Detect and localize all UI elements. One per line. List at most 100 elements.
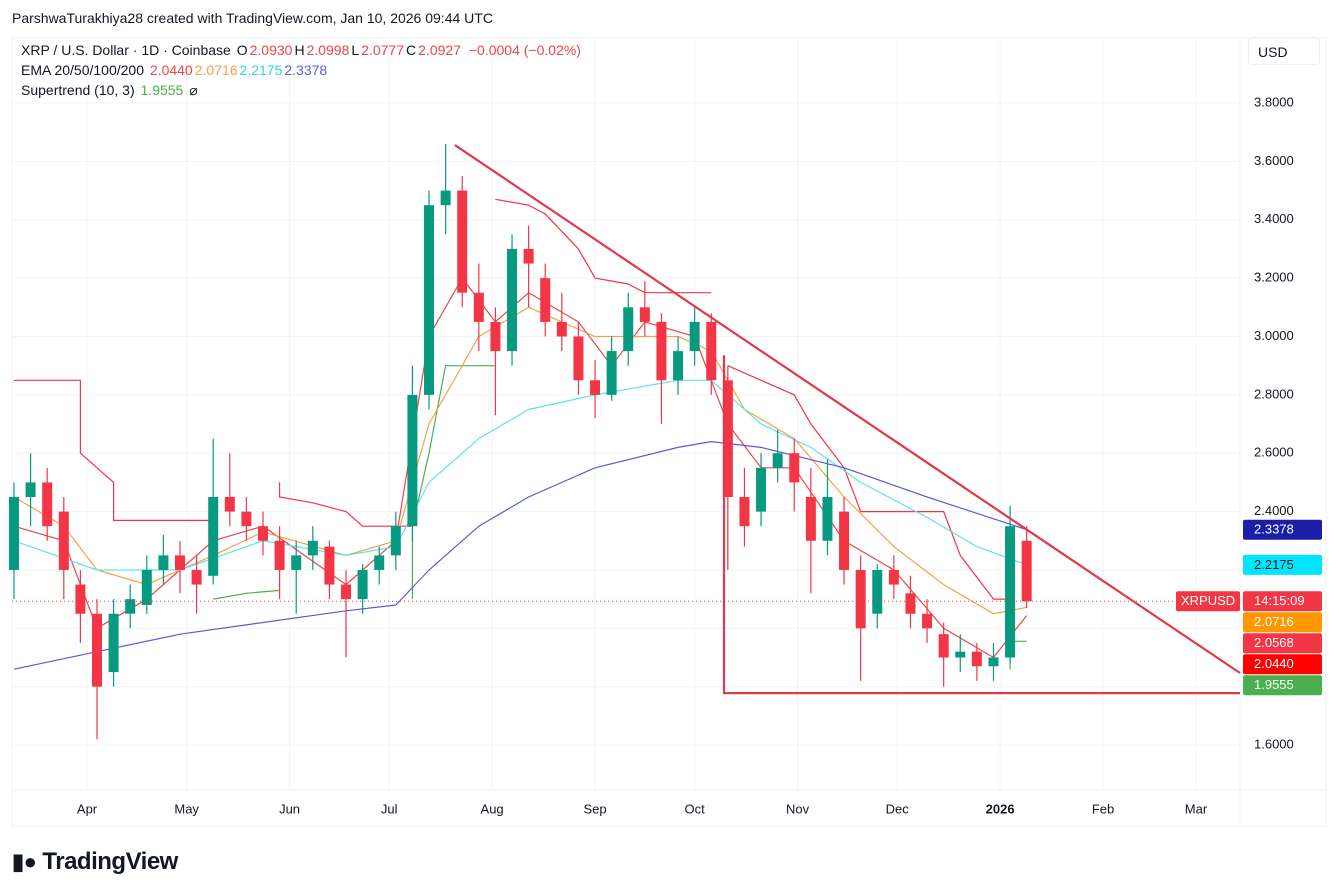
candle-body — [341, 584, 352, 600]
candle-body — [91, 613, 102, 687]
candle-body — [689, 321, 700, 352]
ema-line — [13, 379, 1027, 571]
candle-body — [772, 453, 783, 468]
legend-ema: EMA 20/50/100/200 2.0440 2.0716 2.2175 2.33… — [21, 62, 331, 78]
candle-body — [8, 497, 19, 570]
candle-body — [191, 569, 202, 585]
y-tick-label: 3.8000 — [1254, 94, 1294, 109]
candle-body — [25, 482, 36, 498]
candle-body — [108, 613, 119, 673]
credit: ParshwaTurakhiya28 created with TradingV… — [12, 10, 493, 26]
price-badge-label: 2.0568 — [1254, 635, 1294, 650]
candle-body — [424, 205, 435, 395]
candle-body — [490, 321, 501, 352]
ema-value: 2.3378 — [284, 62, 328, 78]
candle-body — [573, 336, 584, 381]
candle-body — [955, 651, 966, 658]
price-badge — [1243, 675, 1322, 696]
candle-body — [590, 380, 601, 395]
chart-frame — [11, 37, 1327, 827]
candle-body — [307, 540, 318, 556]
candle-body — [756, 467, 767, 512]
ohlc: O 2.0930 H 2.0998 L 2.0777 C 2.0927 — [237, 42, 463, 58]
y-tick-label: 3.0000 — [1254, 328, 1294, 343]
candle-body — [507, 248, 518, 352]
x-tick-label: Aug — [481, 801, 504, 816]
ohlc-value: 2.0998 — [306, 42, 350, 58]
ema-line — [13, 277, 1028, 659]
candle-body — [556, 321, 567, 337]
price-badge — [1243, 554, 1322, 575]
candle-body — [888, 569, 899, 585]
candle-body — [639, 307, 650, 322]
candle-body — [291, 555, 302, 570]
ema-value: 2.0440 — [149, 62, 193, 78]
ohlc-key: L — [351, 42, 360, 58]
logo: ▮● TradingView — [12, 848, 180, 876]
legend-supertrend: Supertrend (10, 3) 1.9555 ⌀ — [21, 82, 200, 99]
x-tick-label: Nov — [786, 801, 810, 816]
candle-body — [988, 657, 999, 667]
candle-body — [905, 593, 916, 614]
candle-body — [722, 380, 733, 498]
candle-body — [623, 307, 634, 352]
candle-body — [922, 613, 933, 629]
candle-body — [739, 497, 750, 527]
ohlc-value: 2.0777 — [361, 42, 405, 58]
currency-button[interactable]: USD — [1248, 37, 1320, 65]
symbol-badge-label: XRPUSD — [1181, 593, 1235, 608]
price-badge-label: 2.3378 — [1254, 522, 1294, 537]
candle-body — [938, 634, 949, 658]
candle-body — [208, 497, 219, 576]
trend-line — [722, 355, 1240, 695]
y-tick-label: 2.4000 — [1254, 503, 1294, 518]
ohlc-value: 2.0927 — [418, 42, 461, 58]
candle-body — [839, 511, 850, 570]
logo-icon: ▮● — [12, 849, 37, 874]
supertrend-label: Supertrend (10, 3) — [21, 82, 135, 98]
candle-body — [125, 599, 136, 614]
ema-label: EMA 20/50/100/200 — [21, 62, 144, 78]
candle-body — [324, 546, 335, 585]
y-tick-label: 1.6000 — [1254, 736, 1294, 751]
price-badge — [1243, 654, 1322, 675]
price-badge — [1243, 519, 1322, 540]
y-tick-label: 3.2000 — [1254, 270, 1294, 285]
candle-body — [606, 351, 617, 395]
candle-body — [75, 584, 86, 614]
candle-body — [872, 569, 883, 614]
ema-value: 2.0716 — [194, 62, 238, 78]
candle-body — [656, 321, 667, 381]
candle-body — [805, 497, 816, 541]
supertrend-icon[interactable]: ⌀ — [189, 82, 198, 98]
candle-body — [258, 526, 269, 541]
candle-body — [789, 453, 800, 483]
candle-body — [224, 497, 235, 512]
logo-text: TradingView — [42, 848, 178, 875]
supertrend-line — [14, 198, 1011, 600]
trend-line — [454, 144, 1241, 674]
supertrend-line — [213, 365, 1027, 670]
y-tick-label: 3.6000 — [1254, 153, 1294, 168]
candle-body — [241, 511, 252, 527]
price-badge-label: 1.9555 — [1254, 677, 1294, 692]
x-tick-label: 2026 — [986, 801, 1015, 816]
x-tick-label: Mar — [1185, 801, 1208, 816]
candle-body — [390, 526, 401, 556]
legend-ohlc: XRP / U.S. Dollar · 1D · Coinbase O 2.093… — [21, 42, 583, 58]
ohlc-key: O — [236, 42, 248, 58]
x-tick-label: Jun — [279, 801, 300, 816]
y-tick-label: 2.8000 — [1254, 386, 1294, 401]
ema-line — [13, 440, 1027, 670]
x-tick-label: May — [174, 801, 199, 816]
x-tick-label: Dec — [886, 801, 910, 816]
ema-values: 2.0440 2.0716 2.2175 2.3378 — [150, 62, 329, 78]
y-tick-label: 2.6000 — [1254, 445, 1294, 460]
candle-body — [274, 540, 285, 570]
x-tick-label: Sep — [583, 801, 606, 816]
candle-body — [855, 569, 866, 629]
price-badge — [1243, 612, 1322, 633]
candle-body — [1005, 526, 1016, 658]
